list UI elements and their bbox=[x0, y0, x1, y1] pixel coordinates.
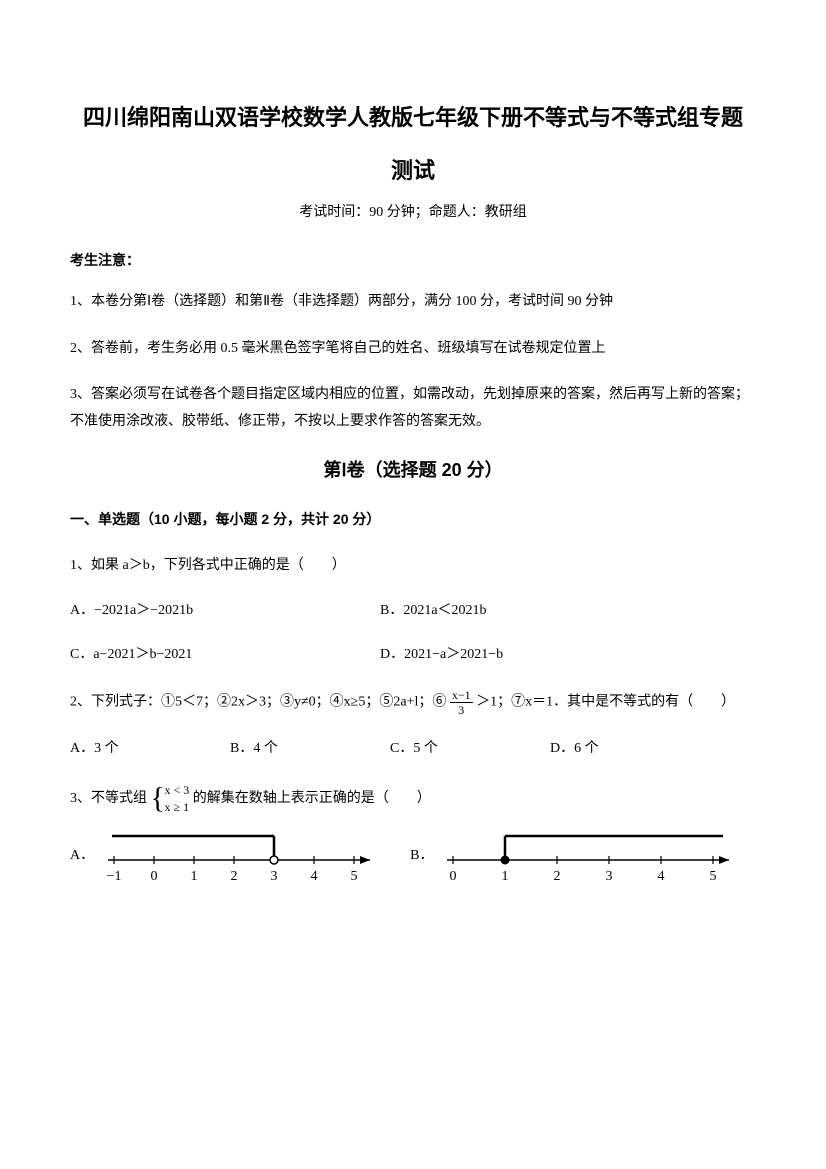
q1-options-row2: C．a−2021＞b−2021 D．2021−a＞2021−b bbox=[70, 644, 756, 666]
numline-a-svg: −1 0 1 2 3 4 5 bbox=[100, 826, 380, 886]
q3-opt-a-wrap: A． −1 0 1 2 3 4 5 bbox=[70, 826, 380, 886]
svg-text:5: 5 bbox=[351, 869, 358, 884]
q1-opt-c: C．a−2021＞b−2021 bbox=[70, 644, 380, 666]
q2-options: A．3 个 B．4 个 C．5 个 D．6 个 bbox=[70, 738, 756, 760]
svg-text:1: 1 bbox=[191, 869, 198, 884]
q2-frac-den: 3 bbox=[450, 703, 473, 716]
notice-title: 考生注意： bbox=[70, 249, 756, 271]
q1-opt-d: D．2021−a＞2021−b bbox=[380, 644, 503, 666]
q3-system-row1: x < 3 bbox=[165, 782, 190, 799]
svg-text:−1: −1 bbox=[107, 869, 122, 884]
notice-item-1: 1、本卷分第Ⅰ卷（选择题）和第Ⅱ卷（非选择题）两部分，满分 100 分，考试时间… bbox=[70, 289, 756, 316]
title-main: 四川绵阳南山双语学校数学人教版七年级下册不等式与不等式组专题 bbox=[70, 100, 756, 135]
svg-text:2: 2 bbox=[231, 869, 238, 884]
svg-text:0: 0 bbox=[151, 869, 158, 884]
q3-system-row2: x ≥ 1 bbox=[165, 799, 190, 816]
q2-fraction: x−1 3 bbox=[450, 689, 473, 716]
q2-opt-c: C．5 个 bbox=[390, 738, 550, 760]
q2-opt-b: B．4 个 bbox=[230, 738, 390, 760]
q1-opt-b: B．2021a＜2021b bbox=[380, 600, 487, 622]
svg-text:5: 5 bbox=[710, 869, 717, 884]
q2-opt-a: A．3 个 bbox=[70, 738, 230, 760]
q3-prefix: 3、不等式组 bbox=[70, 791, 151, 806]
svg-text:4: 4 bbox=[311, 869, 318, 884]
q2-opt-d: D．6 个 bbox=[550, 738, 710, 760]
notice-item-3: 3、答案必须写在试卷各个题目指定区域内相应的位置，如需改动，先划掉原来的答案，然… bbox=[70, 382, 756, 435]
q2-suffix: ＞1；⑦x＝1．其中是不等式的有（ ） bbox=[476, 694, 735, 709]
section-title: 第Ⅰ卷（选择题 20 分） bbox=[70, 456, 756, 485]
q1-text: 1、如果 a＞b，下列各式中正确的是（ ） bbox=[70, 553, 756, 578]
numline-b-svg: 0 1 2 3 4 5 bbox=[439, 826, 739, 886]
svg-text:1: 1 bbox=[502, 869, 509, 884]
q3-opt-a-label: A． bbox=[70, 845, 94, 885]
svg-text:4: 4 bbox=[658, 869, 665, 884]
q3-opt-b-wrap: B． 0 1 2 3 4 5 bbox=[410, 826, 739, 886]
q1-options-row1: A．−2021a＞−2021b B．2021a＜2021b bbox=[70, 600, 756, 622]
sub-section-title: 一、单选题（10 小题，每小题 2 分，共计 20 分） bbox=[70, 508, 756, 530]
notice-item-2: 2、答卷前，考生务必用 0.5 毫米黑色签字笔将自己的姓名、班级填写在试卷规定位… bbox=[70, 336, 756, 363]
q2-frac-num: x−1 bbox=[450, 689, 473, 703]
svg-text:0: 0 bbox=[450, 869, 457, 884]
q2-prefix: 2、下列式子：①5＜7；②2x＞3；③y≠0；④x≥5；⑤2a+l；⑥ bbox=[70, 694, 450, 709]
q3-opt-b-label: B． bbox=[410, 845, 433, 885]
q2-text: 2、下列式子：①5＜7；②2x＞3；③y≠0；④x≥5；⑤2a+l；⑥ x−1 … bbox=[70, 689, 756, 716]
q3-numline-row: A． −1 0 1 2 3 4 5 B． 0 1 2 3 4 5 bbox=[70, 826, 756, 886]
q3-system: x < 3 x ≥ 1 bbox=[151, 782, 190, 816]
q3-text: 3、不等式组 x < 3 x ≥ 1 的解集在数轴上表示正确的是（ ） bbox=[70, 782, 756, 816]
q1-stem: 1、如果 a＞b，下列各式中正确的是（ ） bbox=[70, 558, 346, 573]
svg-text:3: 3 bbox=[271, 869, 278, 884]
info-line: 考试时间：90 分钟；命题人：教研组 bbox=[70, 202, 756, 224]
q1-opt-a: A．−2021a＞−2021b bbox=[70, 600, 380, 622]
q3-suffix: 的解集在数轴上表示正确的是（ ） bbox=[193, 791, 431, 806]
title-sub: 测试 bbox=[70, 153, 756, 188]
svg-text:2: 2 bbox=[554, 869, 561, 884]
svg-text:3: 3 bbox=[606, 869, 613, 884]
